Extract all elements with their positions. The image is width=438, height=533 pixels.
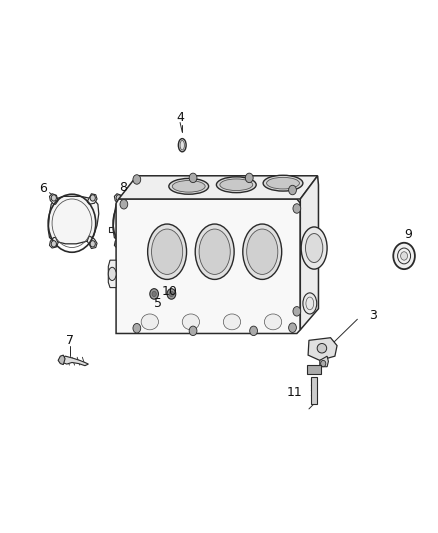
Polygon shape <box>300 176 318 330</box>
Circle shape <box>133 324 141 333</box>
Circle shape <box>167 289 176 299</box>
Polygon shape <box>108 260 116 288</box>
Text: 3: 3 <box>369 309 376 321</box>
Ellipse shape <box>195 224 234 279</box>
Polygon shape <box>87 193 97 204</box>
Ellipse shape <box>169 179 208 194</box>
Text: 7: 7 <box>66 334 74 347</box>
Ellipse shape <box>301 227 327 269</box>
Text: 4: 4 <box>176 111 184 124</box>
Polygon shape <box>152 236 162 248</box>
Circle shape <box>90 241 95 247</box>
Circle shape <box>155 241 160 247</box>
Circle shape <box>289 185 297 195</box>
Polygon shape <box>308 338 337 360</box>
Ellipse shape <box>141 314 159 330</box>
Ellipse shape <box>152 229 183 274</box>
Circle shape <box>120 199 128 209</box>
Polygon shape <box>113 196 163 244</box>
Polygon shape <box>116 199 300 334</box>
Text: 9: 9 <box>404 228 412 241</box>
Circle shape <box>189 326 197 336</box>
Ellipse shape <box>317 343 327 353</box>
Polygon shape <box>119 176 318 199</box>
Circle shape <box>250 326 258 336</box>
Ellipse shape <box>303 293 317 314</box>
Polygon shape <box>320 356 328 367</box>
Ellipse shape <box>199 229 230 274</box>
Circle shape <box>51 241 57 247</box>
Polygon shape <box>48 196 99 244</box>
Polygon shape <box>87 236 97 248</box>
Circle shape <box>116 195 121 201</box>
Circle shape <box>116 241 121 247</box>
Polygon shape <box>61 356 88 366</box>
Text: 6: 6 <box>39 182 46 195</box>
Ellipse shape <box>178 139 186 152</box>
Polygon shape <box>49 193 58 204</box>
Ellipse shape <box>172 181 205 192</box>
Polygon shape <box>166 268 181 286</box>
Polygon shape <box>58 355 65 365</box>
Circle shape <box>169 292 173 296</box>
Polygon shape <box>307 365 321 374</box>
Ellipse shape <box>267 177 300 189</box>
Circle shape <box>393 243 415 269</box>
Ellipse shape <box>220 179 253 191</box>
Text: 10: 10 <box>162 285 178 298</box>
Text: 5: 5 <box>154 297 162 310</box>
Polygon shape <box>311 377 317 403</box>
Circle shape <box>51 195 57 201</box>
Polygon shape <box>49 238 58 248</box>
Text: 11: 11 <box>287 385 303 399</box>
Circle shape <box>245 173 253 183</box>
Circle shape <box>293 204 301 213</box>
Ellipse shape <box>108 267 116 280</box>
Circle shape <box>150 289 159 299</box>
Circle shape <box>133 175 141 184</box>
Circle shape <box>155 195 160 201</box>
Ellipse shape <box>216 177 256 192</box>
Ellipse shape <box>243 224 282 279</box>
Polygon shape <box>114 238 123 248</box>
Ellipse shape <box>247 229 278 274</box>
Ellipse shape <box>223 314 240 330</box>
Ellipse shape <box>182 314 200 330</box>
Circle shape <box>189 173 197 183</box>
Circle shape <box>152 292 156 296</box>
Circle shape <box>289 323 297 333</box>
Circle shape <box>90 195 95 201</box>
Circle shape <box>293 306 301 316</box>
Ellipse shape <box>148 224 187 279</box>
Polygon shape <box>114 193 123 204</box>
Ellipse shape <box>305 233 323 263</box>
Ellipse shape <box>263 175 303 191</box>
Circle shape <box>401 252 407 260</box>
Polygon shape <box>152 193 162 204</box>
Ellipse shape <box>265 314 282 330</box>
Circle shape <box>321 360 326 367</box>
Text: 8: 8 <box>119 181 127 194</box>
